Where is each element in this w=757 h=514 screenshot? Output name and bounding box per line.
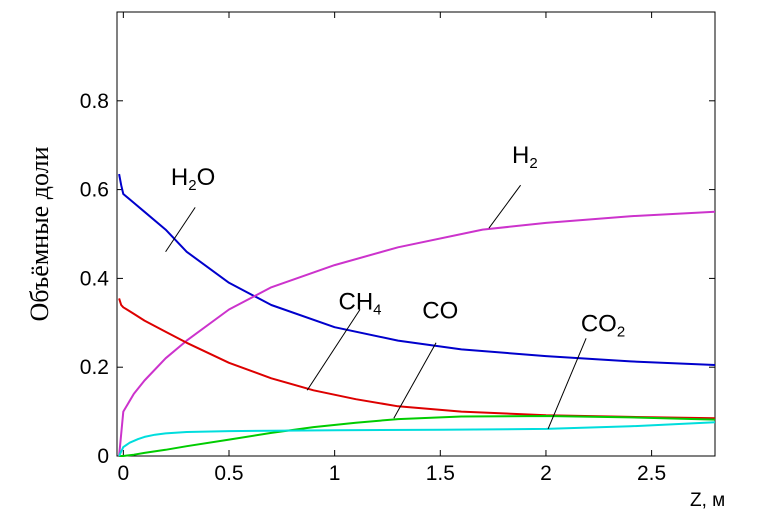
y-tick-label: 0.8 — [80, 90, 109, 113]
series-line-h2 — [118, 210, 716, 457]
plot-area — [116, 11, 716, 457]
x-tick-label: 1.5 — [426, 462, 455, 485]
x-tick-label: 2 — [540, 462, 552, 485]
x-tick-label: 0 — [117, 462, 129, 485]
series-line-h2o — [118, 173, 716, 366]
series-line-co — [119, 415, 716, 457]
leader-line-co — [393, 342, 437, 419]
leader-line-co2 — [547, 338, 587, 430]
y-tick-label: 0 — [97, 445, 109, 468]
x-tick-label: 0.5 — [214, 462, 243, 485]
series-line-co2 — [118, 421, 716, 457]
axis-ticks: 0 0.5 1 1.5 2 2.5 0 0.2 0.4 0.6 0.8 — [80, 12, 715, 485]
leader-line-h2 — [488, 184, 521, 229]
x-tick-label: 2.5 — [637, 462, 666, 485]
x-axis-label: Z, м — [690, 490, 725, 511]
series-line-ch4 — [118, 298, 716, 420]
series-label-co2: CO2 — [581, 311, 625, 341]
leader-line-ch4 — [306, 309, 361, 391]
y-tick-label: 0.4 — [80, 267, 110, 290]
annotation-layer: H2O H2 CH4 CO CO2 — [165, 142, 625, 430]
series-label-h2: H2 — [512, 142, 538, 172]
series-label-h2o: H2O — [171, 164, 215, 194]
leader-line-h2o — [165, 207, 196, 253]
y-axis-label: Объёмные доли — [25, 146, 54, 321]
series-layer — [118, 173, 716, 457]
y-tick-label: 0.6 — [80, 179, 109, 202]
series-label-ch4: CH4 — [338, 288, 381, 318]
series-label-co: CO — [422, 297, 458, 324]
y-tick-label: 0.2 — [80, 356, 109, 379]
x-tick-label: 1 — [329, 462, 341, 485]
